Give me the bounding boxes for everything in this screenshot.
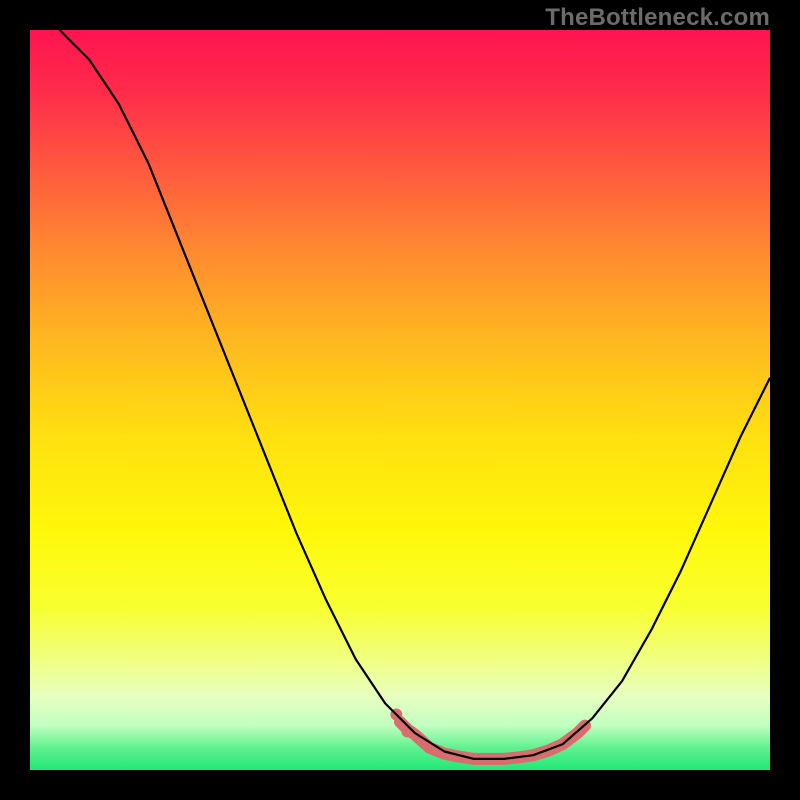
highlight-dot bbox=[401, 726, 413, 738]
curve-layer bbox=[30, 30, 770, 770]
bottleneck-curve bbox=[60, 30, 770, 759]
plot-area bbox=[30, 30, 770, 770]
chart-frame: TheBottleneck.com bbox=[0, 0, 800, 800]
watermark-text: TheBottleneck.com bbox=[545, 4, 770, 32]
